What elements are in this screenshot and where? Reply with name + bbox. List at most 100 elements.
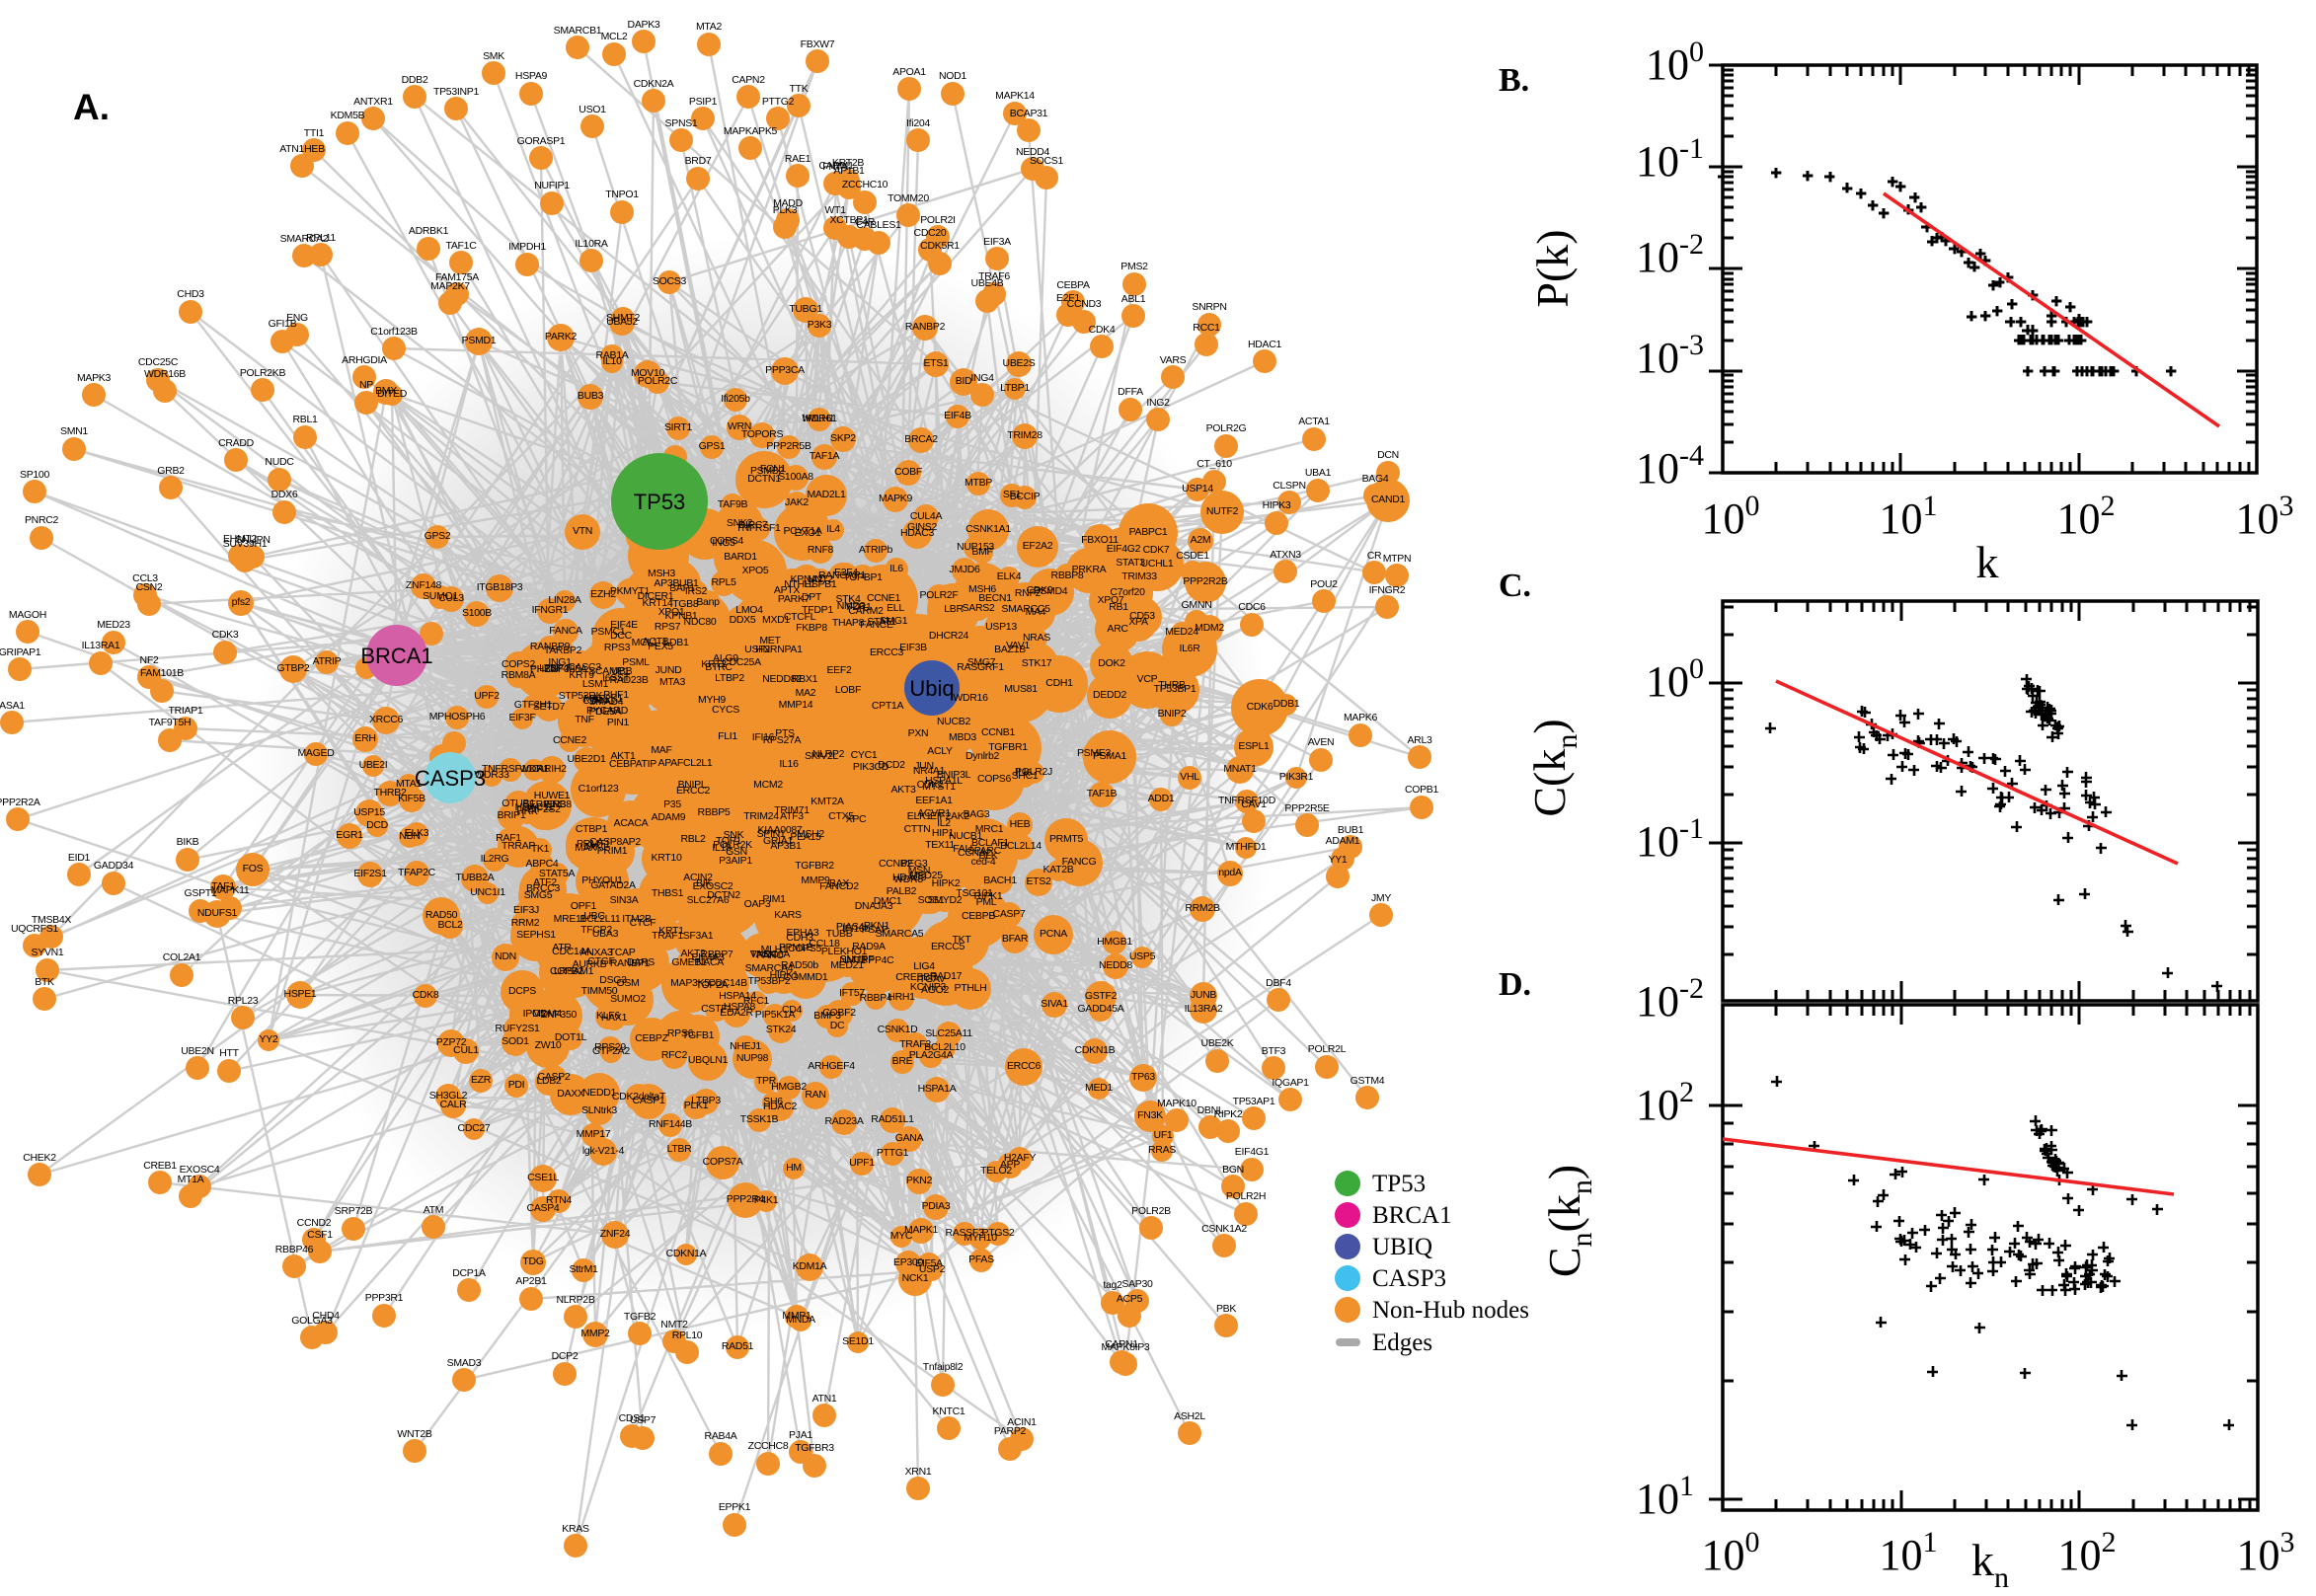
svg-text:HMGB2: HMGB2 — [771, 1081, 807, 1093]
svg-text:ETS1: ETS1 — [923, 357, 949, 369]
svg-text:BRCA1: BRCA1 — [1372, 1202, 1452, 1229]
svg-text:CDS1: CDS1 — [619, 1412, 646, 1424]
svg-text:BRE: BRE — [892, 1055, 913, 1067]
svg-text:POLR2B: POLR2B — [1131, 1205, 1171, 1217]
svg-text:RAF1: RAF1 — [496, 832, 521, 844]
svg-text:CDK7: CDK7 — [1143, 544, 1170, 556]
svg-text:AGO2: AGO2 — [921, 984, 949, 996]
svg-text:SOS1: SOS1 — [918, 894, 945, 906]
svg-text:MET: MET — [759, 635, 781, 646]
svg-text:MTPN: MTPN — [1383, 553, 1412, 565]
svg-text:PPM1E: PPM1E — [779, 942, 812, 953]
svg-text:GADD45A: GADD45A — [1078, 1003, 1124, 1015]
svg-text:MAGOH: MAGOH — [9, 609, 46, 621]
svg-text:E2F1: E2F1 — [1056, 292, 1080, 304]
svg-text:CLSPN: CLSPN — [1273, 480, 1306, 492]
svg-text:BCL2L10: BCL2L10 — [924, 1041, 965, 1053]
svg-text:ATM: ATM — [424, 1204, 444, 1216]
svg-text:CSF1: CSF1 — [307, 1229, 333, 1241]
svg-text:CUL1: CUL1 — [453, 1044, 479, 1056]
svg-text:MYST1: MYST1 — [922, 781, 956, 793]
svg-text:CTCFL: CTCFL — [784, 611, 816, 623]
svg-text:NNT2: NNT2 — [808, 573, 834, 585]
svg-text:CDK4: CDK4 — [1089, 324, 1116, 336]
svg-text:D.: D. — [1499, 966, 1531, 1003]
svg-text:POLR2J: POLR2J — [1015, 766, 1052, 778]
svg-text:npdA: npdA — [1218, 867, 1242, 878]
svg-text:BMP3: BMP3 — [813, 1010, 841, 1022]
svg-text:MAD2L1: MAD2L1 — [807, 489, 846, 500]
svg-text:RBX1: RBX1 — [792, 673, 818, 685]
svg-text:JMY: JMY — [1371, 892, 1391, 904]
svg-text:CASP3: CASP3 — [1372, 1265, 1446, 1292]
svg-text:ESPL1: ESPL1 — [1238, 740, 1270, 752]
svg-text:MAPK6: MAPK6 — [1344, 712, 1378, 723]
svg-text:CCNA2: CCNA2 — [958, 847, 992, 859]
svg-text:UCHL1: UCHL1 — [1141, 558, 1174, 570]
svg-text:DITED: DITED — [377, 388, 408, 400]
svg-text:RAB4A: RAB4A — [705, 1430, 737, 1442]
svg-text:TTI1: TTI1 — [304, 127, 325, 139]
svg-text:MTBP: MTBP — [965, 477, 992, 489]
svg-text:AP3BUB1: AP3BUB1 — [654, 577, 699, 589]
svg-text:USP13: USP13 — [985, 621, 1017, 633]
svg-text:P35: P35 — [663, 798, 681, 810]
svg-text:RBBP5: RBBP5 — [698, 806, 731, 818]
svg-text:UBA3: UBA3 — [592, 928, 619, 940]
svg-text:TRIM24: TRIM24 — [743, 810, 779, 822]
svg-text:IFI16b: IFI16b — [842, 923, 870, 935]
svg-text:PNRC2: PNRC2 — [25, 514, 59, 526]
svg-text:NEDD8: NEDD8 — [1099, 959, 1133, 971]
svg-text:TGFBR3: TGFBR3 — [795, 1442, 834, 1454]
svg-text:LDB2: LDB2 — [536, 1075, 562, 1087]
svg-text:EHMT2: EHMT2 — [223, 533, 258, 545]
svg-text:TSSK1B: TSSK1B — [740, 1113, 779, 1125]
svg-text:RBBP8: RBBP8 — [1051, 570, 1084, 581]
svg-text:SMN1: SMN1 — [60, 425, 88, 437]
svg-text:BCL2: BCL2 — [437, 919, 463, 931]
svg-text:GOLGA3: GOLGA3 — [291, 1315, 333, 1327]
svg-text:HIPK3: HIPK3 — [1263, 499, 1291, 511]
svg-text:RAN: RAN — [805, 1089, 825, 1101]
svg-text:TMSB4X: TMSB4X — [32, 914, 72, 926]
svg-text:APP: APP — [1000, 1159, 1020, 1171]
svg-text:NEDD82: NEDD82 — [762, 673, 802, 685]
svg-text:LSM1: LSM1 — [582, 678, 609, 690]
svg-text:XRN1: XRN1 — [905, 1466, 932, 1478]
svg-text:CDC25A: CDC25A — [722, 656, 761, 668]
svg-text:IRS2: IRS2 — [685, 585, 708, 597]
svg-text:GMNN: GMNN — [1182, 599, 1212, 611]
svg-text:MSN: MSN — [908, 865, 930, 876]
svg-text:RANBP2: RANBP2 — [905, 321, 946, 333]
svg-text:KAT2B: KAT2B — [1043, 864, 1074, 875]
svg-text:BECN1: BECN1 — [978, 592, 1012, 604]
svg-text:CCL18: CCL18 — [809, 938, 840, 950]
svg-text:TCAP: TCAP — [609, 947, 636, 958]
svg-text:IL16: IL16 — [779, 758, 799, 770]
svg-text:ELK1: ELK1 — [907, 810, 932, 822]
svg-text:MAPKAPK5: MAPKAPK5 — [724, 125, 778, 137]
svg-text:ASH2L: ASH2L — [1174, 1410, 1205, 1422]
svg-text:NUP98: NUP98 — [736, 1052, 769, 1064]
svg-text:CDK2: CDK2 — [917, 779, 944, 791]
svg-text:TAF1B: TAF1B — [1087, 788, 1118, 799]
svg-text:B.: B. — [1499, 62, 1529, 99]
svg-text:EIF3J: EIF3J — [513, 904, 539, 916]
svg-text:KDM1A: KDM1A — [793, 1260, 827, 1272]
svg-text:CDKN2A: CDKN2A — [634, 78, 674, 90]
svg-text:AURKB: AURKB — [573, 958, 607, 970]
svg-text:PYCARD: PYCARD — [586, 705, 629, 717]
svg-text:SttrM1: SttrM1 — [569, 1263, 598, 1275]
svg-text:HTT: HTT — [219, 1047, 239, 1059]
svg-text:PPP4C: PPP4C — [862, 954, 895, 966]
svg-text:GPS1: GPS1 — [699, 440, 726, 452]
svg-text:EID1: EID1 — [68, 852, 91, 864]
svg-text:RBL1: RBL1 — [292, 414, 318, 425]
svg-text:BAP1: BAP1 — [669, 582, 695, 594]
svg-text:USP14: USP14 — [1182, 483, 1213, 494]
svg-text:BFAR: BFAR — [1002, 933, 1029, 945]
svg-text:MAGED: MAGED — [297, 747, 335, 759]
svg-text:NR4A1: NR4A1 — [913, 765, 946, 777]
svg-text:KPNA2: KPNA2 — [791, 573, 823, 585]
svg-text:HSPA14: HSPA14 — [719, 990, 756, 1002]
